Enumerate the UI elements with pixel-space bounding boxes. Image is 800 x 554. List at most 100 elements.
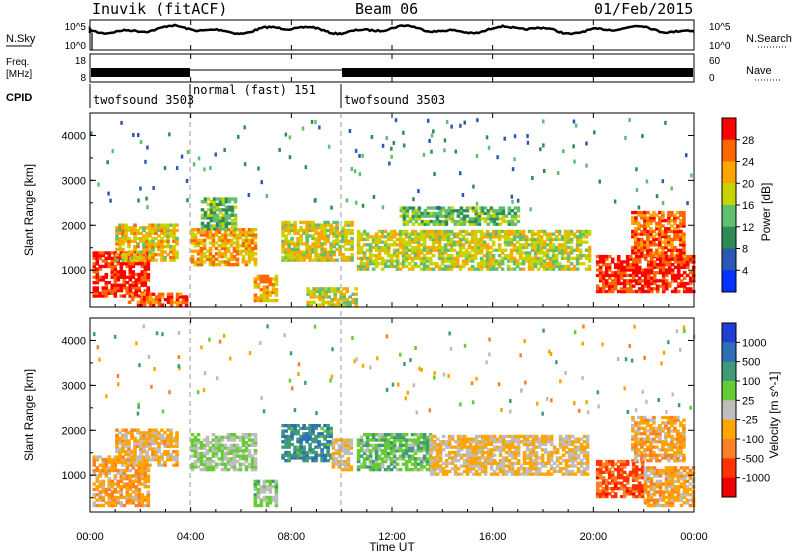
heatmap-cell: [346, 459, 351, 464]
heatmap-cell: [398, 267, 403, 271]
heatmap-cell: [435, 467, 440, 471]
heatmap-cell: [335, 234, 339, 238]
heatmap-cell: [604, 459, 609, 464]
heatmap-cell: [104, 466, 109, 470]
heatmap-cell: [220, 451, 225, 456]
heatmap-cell: [422, 465, 427, 469]
heatmap-cell: [637, 221, 641, 225]
heatmap-cell: [143, 281, 148, 285]
heatmap-cell: [119, 474, 124, 478]
heatmap-cell: [429, 440, 434, 444]
heatmap-cell: [649, 229, 653, 234]
heatmap-cell: [655, 213, 659, 217]
heatmap-cell: [302, 445, 306, 449]
heatmap-cell: [368, 235, 373, 239]
heatmap-cell: [410, 449, 415, 453]
heatmap-cell: [329, 456, 333, 460]
heatmap-cell: [104, 474, 109, 478]
heatmap-cell: [196, 263, 201, 267]
heatmap-cell: [527, 243, 532, 247]
heatmap-cell: [631, 245, 635, 250]
heatmap-cell: [227, 205, 232, 209]
heatmap-cell: [137, 501, 142, 505]
heatmap-cell: [510, 467, 515, 471]
heatmap-cell: [610, 289, 615, 294]
heatmap-cell: [110, 267, 115, 271]
heatmap-cell: [673, 213, 677, 217]
heatmap-cell: [166, 428, 170, 432]
heatmap-cell: [121, 444, 125, 448]
heatmap-cell: [320, 247, 324, 251]
heatmap-cell: [139, 236, 143, 241]
heatmap-cell: [386, 457, 391, 461]
heatmap-cell: [435, 211, 440, 216]
heatmap-cell: [425, 229, 430, 234]
heatmap-cell: [110, 251, 115, 255]
heatmap-cell: [347, 247, 351, 251]
heatmap-cell: [131, 474, 136, 478]
heatmap-cell: [386, 441, 391, 445]
heatmap-cell: [211, 438, 216, 442]
heatmap-cell: [610, 481, 615, 485]
heatmap-cell: [220, 244, 225, 248]
heatmap-cell: [127, 242, 131, 246]
heatmap-cell: [401, 254, 406, 258]
heatmap-cell: [545, 235, 550, 239]
heatmap-cell: [510, 219, 515, 224]
heatmap-cell: [140, 498, 145, 502]
heatmap-cell: [250, 246, 255, 251]
heatmap-cell: [441, 440, 446, 444]
heatmap-cell: [312, 289, 316, 294]
heatmap-cell: [389, 235, 394, 239]
heatmap-cell: [658, 243, 662, 247]
heatmap-cell: [205, 236, 210, 240]
heatmap-cell: [540, 453, 545, 457]
heatmap-cell: [293, 426, 297, 430]
heatmap-cell: [359, 435, 364, 439]
heatmap-cell: [637, 289, 642, 294]
heatmap-cell: [368, 459, 373, 464]
heatmap-cell: [682, 254, 686, 258]
heatmap-cell: [160, 253, 164, 257]
heatmap-cell: [196, 252, 201, 256]
heatmap-cell: [148, 428, 152, 432]
heatmap-cell: [115, 239, 119, 243]
heatmap-cell: [229, 233, 234, 237]
heatmap-cell: [178, 292, 183, 296]
heatmap-cell: [458, 237, 463, 242]
heatmap-cell: [148, 436, 152, 440]
heatmap-cell: [160, 428, 164, 432]
heatmap-cell: [344, 236, 348, 241]
heatmap-cell: [133, 455, 137, 459]
heatmap-cell: [139, 303, 144, 307]
heatmap-cell: [422, 240, 427, 244]
heatmap-cell: [530, 237, 535, 242]
heatmap-cell: [416, 251, 421, 255]
heatmap-cell: [601, 489, 606, 493]
heatmap-cell: [560, 256, 565, 260]
heatmap-cell: [175, 460, 179, 465]
heatmap-cell: [507, 206, 512, 210]
heatmap-cell: [356, 237, 361, 242]
heatmap-cell: [175, 292, 180, 296]
heatmap-cell: [371, 468, 376, 472]
heatmap-cell: [274, 293, 279, 297]
heatmap-cell: [362, 232, 367, 236]
heatmap-cell: [637, 213, 641, 217]
heatmap-cell: [482, 245, 487, 250]
heatmap-cell: [211, 433, 216, 437]
heatmap-cell: [658, 271, 663, 275]
heatmap-cell: [130, 250, 134, 254]
heatmap-cell: [661, 263, 666, 267]
heatmap-cell: [271, 479, 276, 483]
heatmap-cell: [444, 472, 449, 476]
heatmap-cell: [265, 290, 270, 295]
heatmap-cell: [518, 256, 523, 260]
heatmap-cell: [205, 457, 210, 461]
heatmap-cell: [573, 445, 578, 449]
heatmap-cell: [527, 264, 532, 269]
heatmap-cell: [661, 179, 665, 184]
heatmap-cell: [339, 289, 343, 294]
heatmap-cell: [218, 219, 223, 223]
heatmap-cell: [679, 260, 684, 264]
